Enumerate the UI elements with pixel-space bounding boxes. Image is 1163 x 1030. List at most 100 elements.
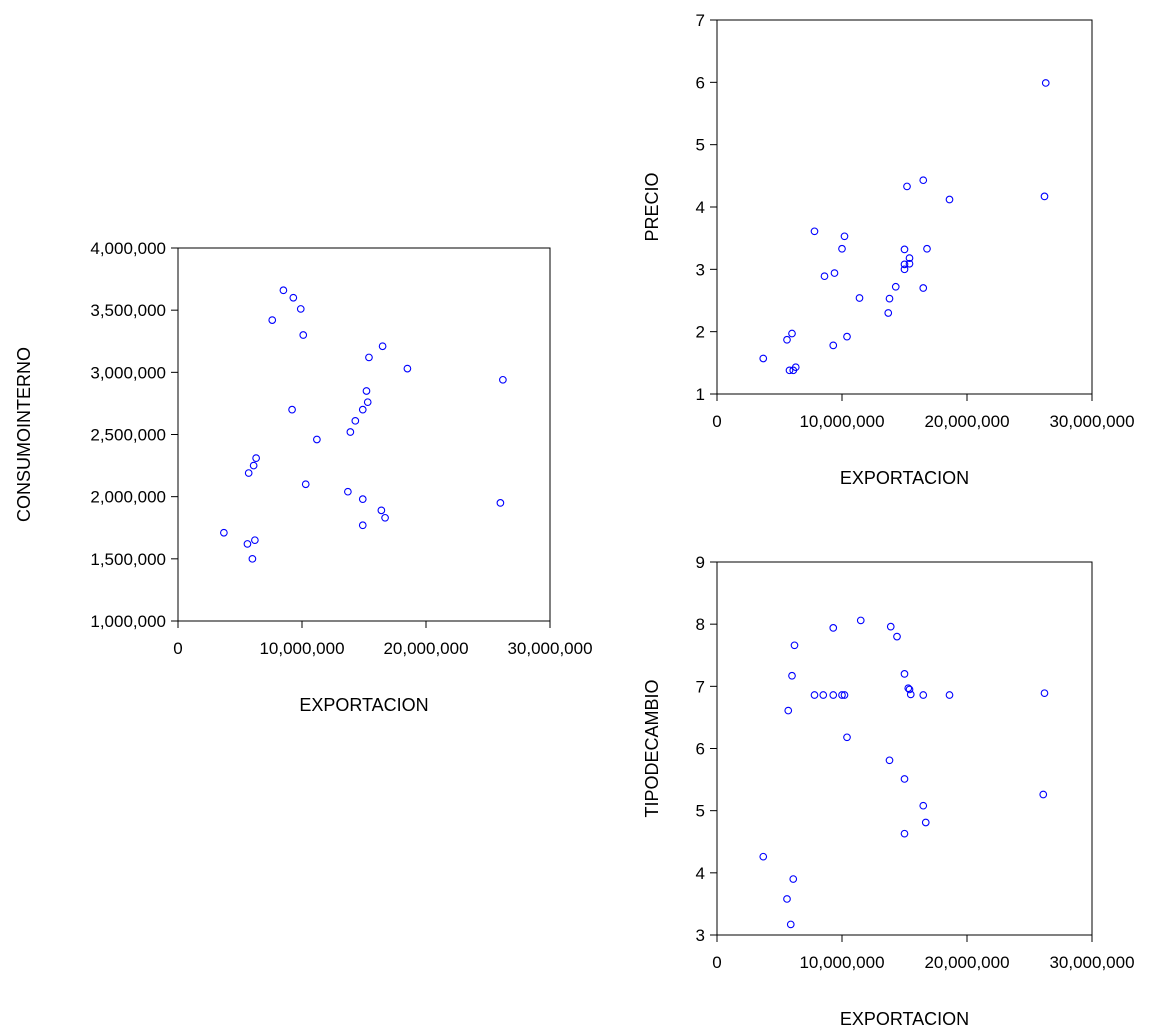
y-tick-label: 4: [696, 864, 705, 883]
data-point: [945, 195, 954, 204]
data-point: [886, 622, 895, 631]
data-point: [244, 469, 253, 477]
data-point: [891, 282, 900, 291]
data-point: [893, 632, 901, 641]
data-point: [919, 284, 928, 292]
data-point: [351, 416, 360, 425]
data-point: [900, 670, 909, 678]
data-point: [499, 375, 507, 384]
data-point: [301, 480, 310, 489]
data-point: [921, 818, 930, 827]
y-tick-label: 8: [696, 615, 705, 634]
data-point: [840, 232, 849, 241]
data-point: [252, 454, 260, 462]
y-axis-title: CONSUMOINTERNO: [14, 347, 34, 522]
data-point: [243, 540, 252, 548]
data-point: [900, 829, 909, 838]
data-point: [829, 341, 838, 350]
x-tick-label: 20,000,000: [924, 412, 1009, 431]
data-point: [843, 733, 851, 742]
x-tick-label: 30,000,000: [1049, 412, 1134, 431]
data-point: [791, 363, 800, 372]
y-tick-label: 4,000,000: [90, 239, 166, 258]
plot-frame: [716, 561, 1093, 936]
data-point: [785, 366, 794, 375]
y-tick-label: 3,000,000: [90, 363, 166, 382]
scatter-chart-bottom-right: 3 4 5 6 7 8 9 0 10,000,000 20,000,000 30,000,000 EX…: [642, 553, 1135, 1029]
data-point: [919, 691, 928, 699]
data-point: [1041, 79, 1050, 87]
data-point: [279, 286, 288, 295]
data-point: [358, 495, 367, 504]
data-point: [346, 428, 355, 436]
data-point: [905, 254, 914, 262]
data-point: [786, 920, 795, 929]
y-tick-label: 7: [696, 677, 705, 696]
data-point: [1039, 790, 1048, 799]
y-tick-label: 1: [696, 385, 705, 404]
y-axis-title: PRECIO: [642, 172, 662, 241]
data-point: [789, 875, 798, 883]
data-point: [820, 272, 829, 281]
x-tick-label: 10,000,000: [799, 953, 884, 972]
data-point: [220, 528, 228, 537]
x-tick-label: 30,000,000: [507, 639, 592, 658]
data-point: [358, 521, 367, 530]
data-point: [358, 405, 367, 414]
data-point: [923, 244, 931, 253]
data-point: [783, 895, 791, 903]
y-tick-label: 2: [696, 323, 705, 342]
data-point: [377, 506, 386, 515]
scatter-chart-top-right: 1 2 3 4 5 6 7 0 10,000,000 20,000,000 30,000,000 EX…: [642, 11, 1135, 488]
data-point: [289, 293, 298, 302]
data-point: [248, 554, 257, 563]
data-point: [788, 671, 796, 680]
y-tick-label: 9: [696, 553, 705, 572]
data-point: [840, 691, 849, 699]
data-point: [855, 294, 864, 302]
data-point: [788, 329, 796, 338]
y-tick-label: 5: [696, 802, 705, 821]
data-point: [403, 364, 412, 373]
y-tick-label: 3: [696, 260, 705, 279]
x-tick-label: 10,000,000: [799, 412, 884, 431]
x-tick-label: 10,000,000: [259, 639, 344, 658]
y-tick-label: 6: [696, 740, 705, 759]
data-point: [830, 269, 839, 277]
y-tick-label: 1,000,000: [90, 612, 166, 631]
data-point: [900, 245, 909, 254]
y-tick-label: 7: [696, 11, 705, 30]
plot-frame: [177, 247, 551, 622]
data-point: [905, 685, 914, 694]
data-point: [900, 265, 909, 274]
y-tick-label: 6: [696, 73, 705, 92]
data-point: [838, 244, 846, 253]
x-axis-title: EXPORTACION: [299, 695, 428, 715]
data-point: [819, 691, 828, 699]
data-point: [856, 616, 865, 625]
data-point: [362, 387, 371, 395]
data-point: [790, 641, 799, 650]
x-tick-label: 0: [712, 412, 721, 431]
data-point: [945, 691, 954, 699]
data-point: [249, 461, 258, 470]
data-point: [759, 354, 768, 363]
y-tick-label: 5: [696, 136, 705, 155]
data-point: [903, 182, 911, 191]
y-axis-title: TIPODECAMBIO: [642, 679, 662, 817]
data-point: [810, 227, 819, 236]
data-point: [1040, 192, 1049, 201]
data-point: [919, 801, 928, 810]
data-point: [900, 260, 909, 269]
x-tick-label: 20,000,000: [924, 953, 1009, 972]
data-point: [1040, 689, 1049, 698]
scatter-chart-left: 1,000,000 1,500,000 2,000,000 2,500,000 3,00…: [14, 239, 593, 715]
data-point: [783, 335, 791, 344]
data-point: [313, 435, 321, 444]
y-tick-label: 1,500,000: [90, 550, 166, 569]
x-tick-label: 30,000,000: [1049, 953, 1134, 972]
data-point: [759, 852, 768, 861]
data-point: [829, 624, 838, 632]
data-point: [378, 342, 387, 351]
